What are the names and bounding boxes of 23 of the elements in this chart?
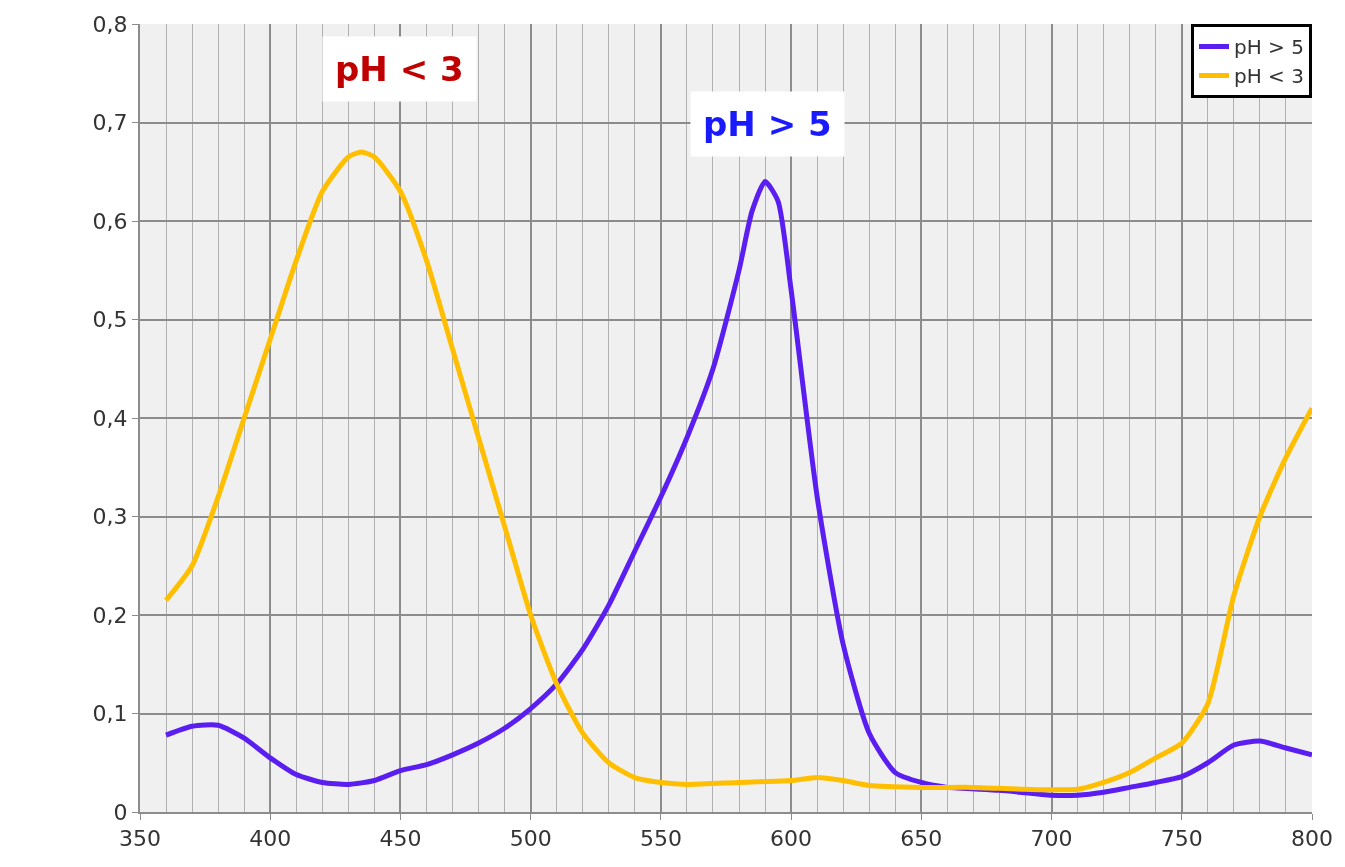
x-tick-label: 400 — [249, 826, 292, 852]
x-tick-label: 650 — [900, 826, 943, 852]
x-tick-label: 800 — [1291, 826, 1333, 852]
x-tick-label: 500 — [509, 826, 552, 852]
y-tick-label: 0,4 — [92, 405, 128, 431]
x-tick-label: 350 — [119, 826, 161, 852]
x-tick-label: 750 — [1160, 826, 1203, 852]
y-tick-label: 0,2 — [92, 602, 128, 628]
y-tick-label: 0,7 — [92, 110, 128, 136]
annotation: pH < 3 — [335, 49, 464, 89]
x-tick-label: 450 — [379, 826, 422, 852]
x-tick-label: 700 — [1030, 826, 1073, 852]
annotation: pH > 5 — [703, 104, 832, 144]
legend-label: pH < 3 — [1234, 64, 1304, 89]
y-tick-label: 0 — [113, 799, 128, 825]
x-tick-label: 600 — [770, 826, 813, 852]
y-tick-label: 0,1 — [92, 701, 128, 727]
y-tick-label: 0,6 — [92, 208, 128, 234]
y-tick-label: 0,5 — [92, 307, 128, 333]
y-tick-label: 0,3 — [92, 504, 128, 530]
y-tick-label: 0,8 — [92, 11, 128, 37]
legend-label: pH > 5 — [1234, 35, 1304, 60]
x-tick-label: 550 — [639, 826, 682, 852]
